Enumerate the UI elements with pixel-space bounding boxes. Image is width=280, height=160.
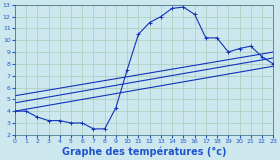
- X-axis label: Graphe des températures (°c): Graphe des températures (°c): [62, 147, 226, 157]
